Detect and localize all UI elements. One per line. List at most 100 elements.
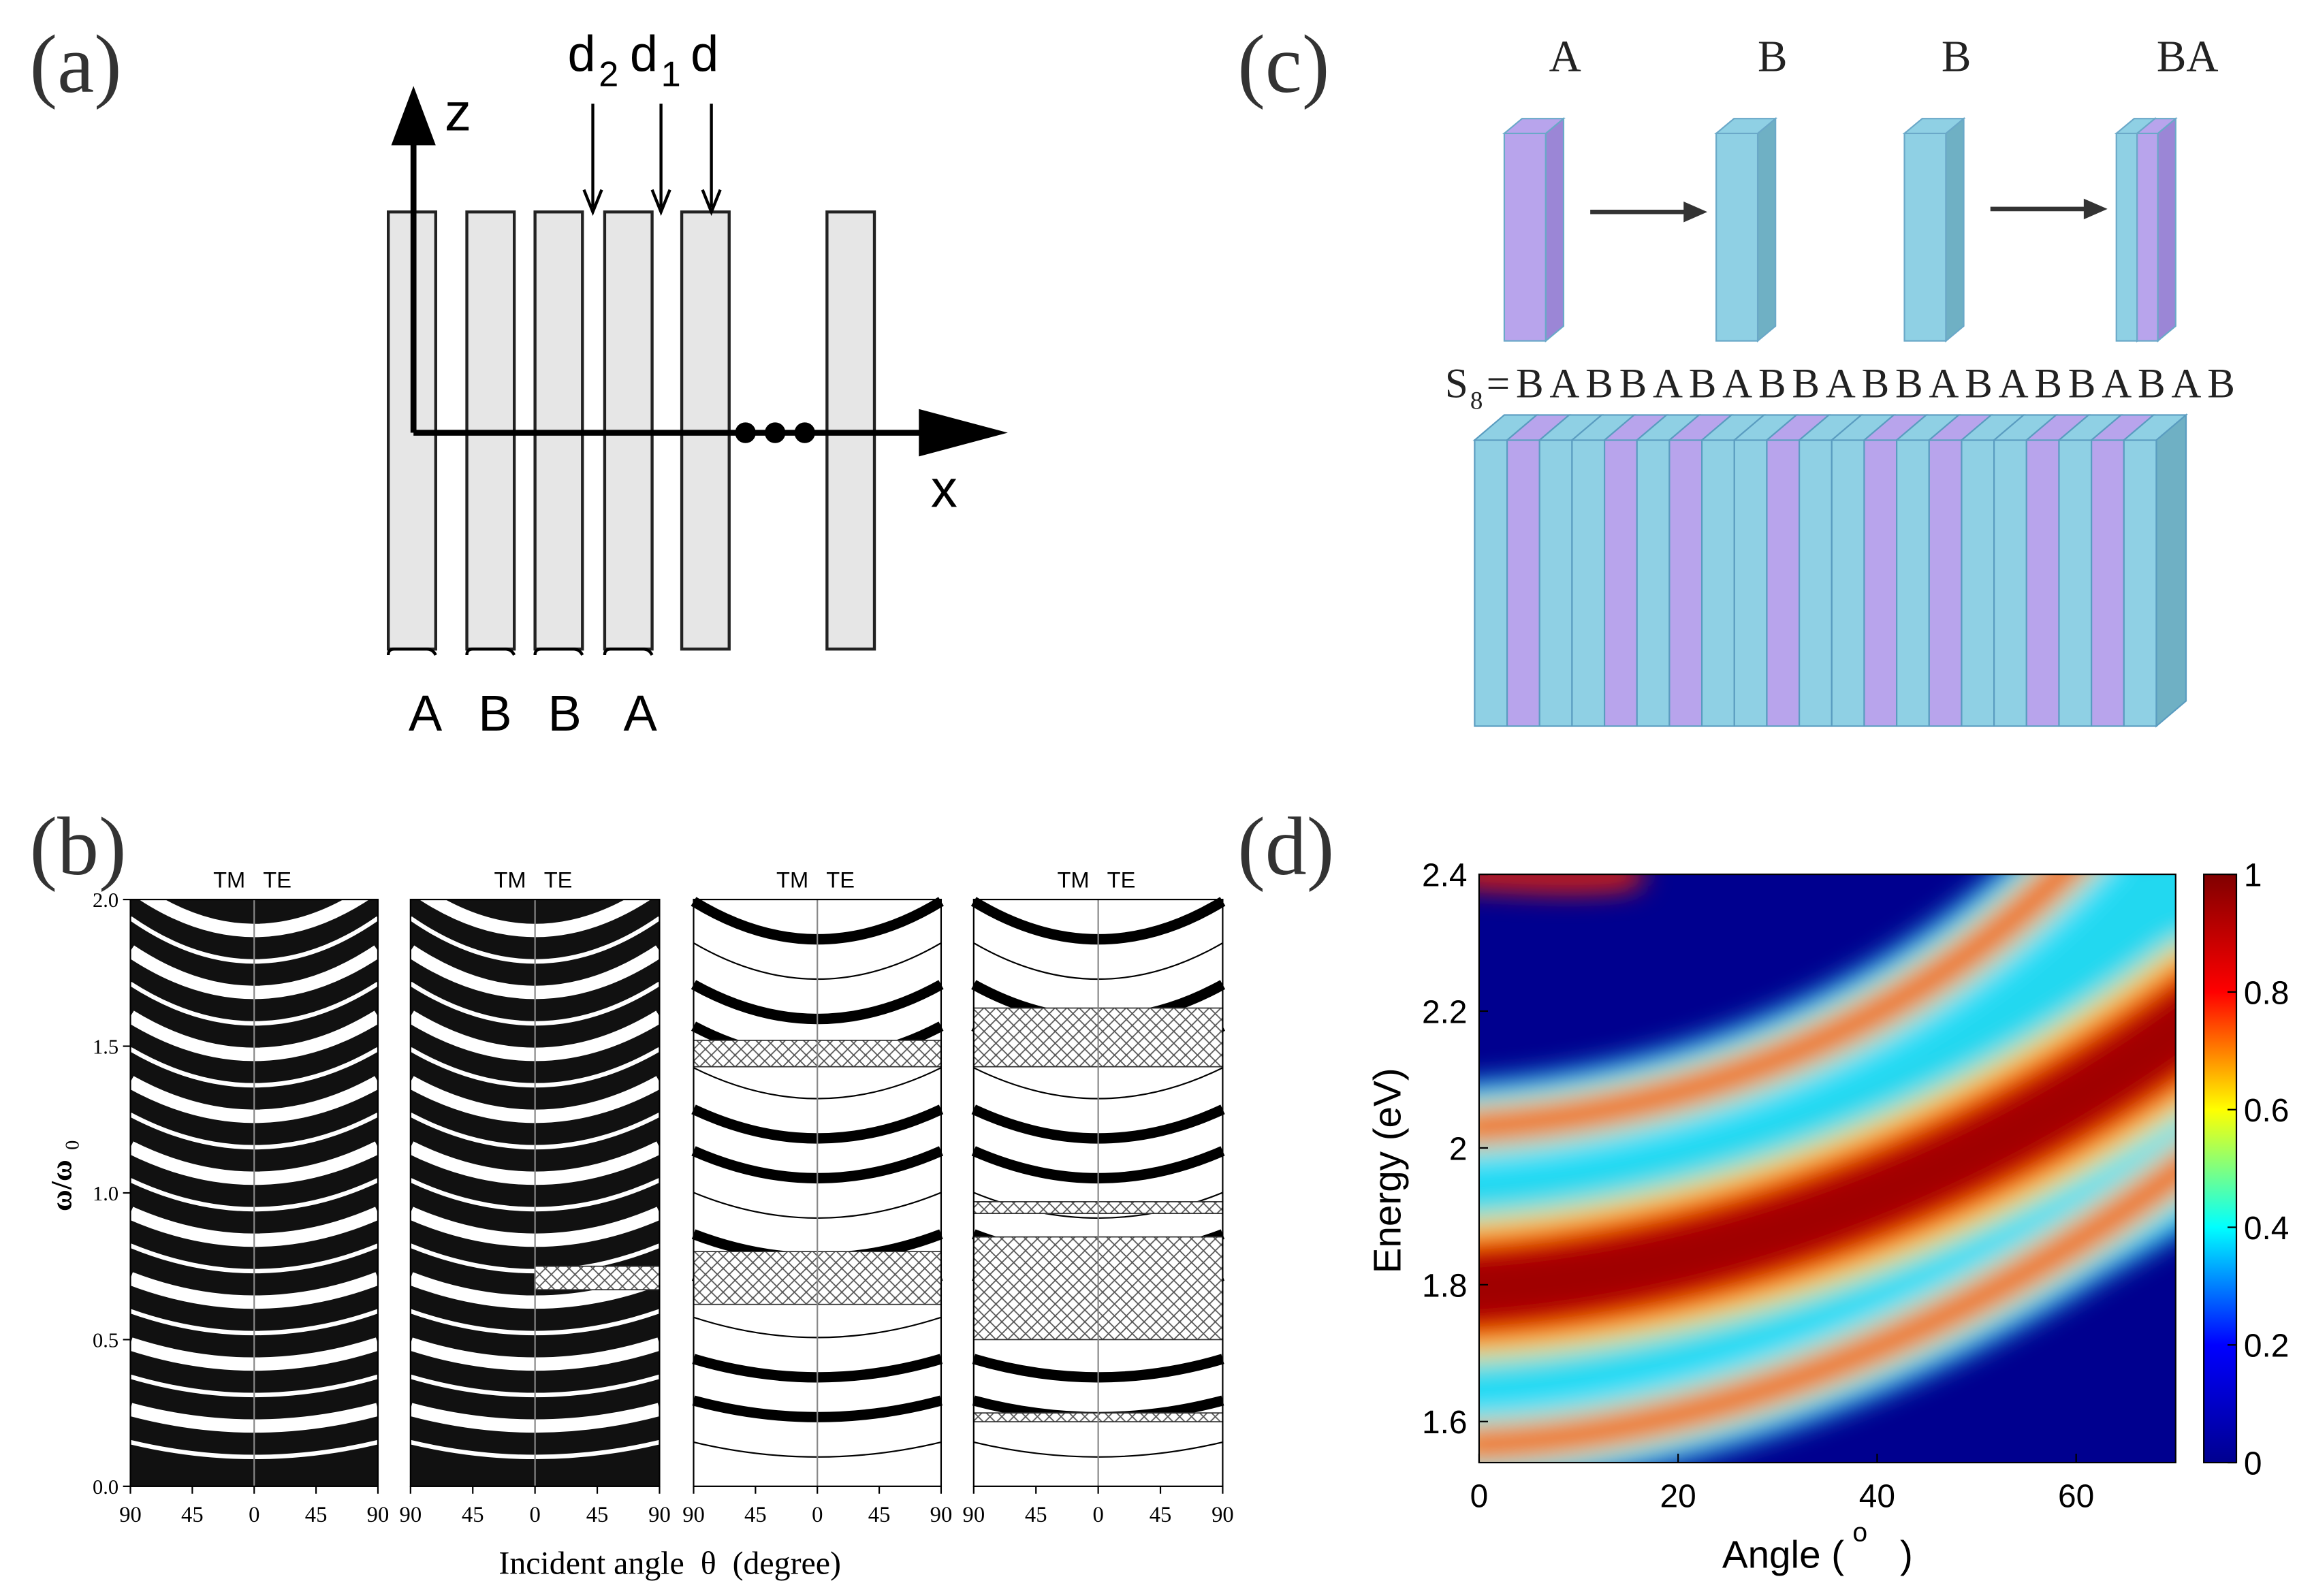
x-tick-label: 45 (868, 1503, 891, 1527)
y-tick-label: 0.0 (93, 1475, 118, 1499)
x-tick-label: 45 (586, 1503, 609, 1527)
stack-slab (1928, 439, 1963, 727)
polarization-label: TE (263, 867, 291, 893)
x-axis-label-sup: o (1852, 1518, 1867, 1547)
block-label: B (1942, 33, 1971, 82)
stack-slab (1474, 439, 1508, 727)
x-tick-label: 45 (1150, 1503, 1172, 1527)
polarization-label: TM (776, 867, 808, 893)
stack-slab (1799, 439, 1833, 727)
y-tick-label: 2.4 (1422, 857, 1468, 893)
stack-slab (1571, 439, 1606, 727)
x-axis-label: Incident angle θ (degree) (498, 1545, 841, 1581)
stack-slab (1961, 439, 1995, 727)
slab-b-top (1714, 118, 1778, 135)
slab-a-top (1502, 118, 1566, 135)
stack-slab (1636, 439, 1670, 727)
colorbar (2203, 873, 2238, 1464)
colorbar-tick-label: 0.6 (2244, 1093, 2290, 1129)
x-tick-label: 45 (462, 1503, 484, 1527)
y-tick-label: 1.0 (93, 1182, 118, 1205)
stack-slab (1993, 439, 2027, 727)
band-panel (126, 880, 382, 1487)
x-tick-label: 90 (648, 1503, 671, 1527)
x-tick-label: 60 (2058, 1478, 2094, 1514)
polarization-label: TE (826, 867, 855, 893)
x-tick-label: 40 (1859, 1478, 1895, 1514)
slab-a (2136, 132, 2159, 342)
colorbar-tick-label: 0 (2244, 1446, 2262, 1482)
x-tick-label: 90 (963, 1503, 985, 1527)
arrow-head (391, 86, 436, 146)
x-axis-label: ) (1900, 1533, 1913, 1576)
x-tick-label: 90 (119, 1503, 142, 1527)
block-label: BA (2157, 33, 2219, 82)
heatmap (1478, 874, 2176, 1463)
layer-label: A (623, 685, 657, 741)
stack-slab (1603, 439, 1638, 727)
slab-a-side (1545, 116, 1565, 342)
y-axis-label: ω/ω (45, 1160, 78, 1211)
arrow-label-sub: 2 (599, 54, 618, 94)
panel-label: (b) (30, 801, 127, 893)
x-tick-label: 90 (682, 1503, 705, 1527)
stack-slab (2091, 439, 2125, 727)
stack-slab (2123, 439, 2157, 727)
axis-label: x (931, 458, 957, 518)
x-tick-label: 0 (529, 1503, 540, 1527)
plot-frame (1478, 873, 2176, 1464)
polarization-label: TE (544, 867, 573, 893)
diagram-c: A B B BA S 8 =BABBABABBABBABABBABAB (1445, 33, 2235, 728)
polarization-label: TE (1107, 867, 1136, 893)
y-axis-label-sub: 0 (62, 1140, 83, 1150)
x-tick-label: 90 (400, 1503, 422, 1527)
y-tick-label: 0.5 (93, 1328, 118, 1352)
slab-b-side (1945, 116, 1965, 342)
band-panel (970, 897, 1226, 1487)
stack-slab (1701, 439, 1735, 727)
x-tick-label: 0 (1092, 1503, 1103, 1527)
band-panel (691, 897, 944, 1487)
x-tick-label: 0 (1470, 1478, 1489, 1514)
y-tick-label: 2.2 (1422, 994, 1468, 1030)
x-tick-label: 90 (1212, 1503, 1234, 1527)
colorbar-tick-label: 1 (2244, 857, 2262, 893)
slab-a-side (2157, 116, 2176, 342)
stack-slab (2058, 439, 2093, 727)
band-panel (407, 880, 664, 1487)
x-tick-label: 0 (812, 1503, 823, 1527)
polarization-label: TM (213, 867, 245, 893)
stack-slab (1733, 439, 1768, 727)
arrow-label: d (568, 26, 596, 82)
colorbar-tick-label: 0.2 (2244, 1328, 2290, 1364)
arrow-head (919, 409, 1008, 457)
x-tick-label: 20 (1660, 1478, 1696, 1514)
block-label: B (1758, 33, 1788, 82)
stack-side (2155, 413, 2187, 728)
y-tick-label: 2.0 (93, 889, 118, 912)
stack-slab (1831, 439, 1865, 727)
arrow-label: d (691, 26, 718, 82)
slab-b (2115, 132, 2138, 342)
stack-slab (2025, 439, 2060, 727)
stack-slab (1863, 439, 1898, 727)
slab-b-side (1756, 116, 1777, 342)
dot (735, 422, 756, 443)
x-tick-label: 45 (744, 1503, 767, 1527)
sequence-sub: 8 (1470, 387, 1483, 415)
slab-a-top (2135, 118, 2178, 135)
y-axis-label: Energy (eV) (1366, 1068, 1409, 1273)
panel-label: (c) (1237, 18, 1329, 110)
diagram-a: z x d 2 d 1 d A B B A (387, 26, 1008, 741)
panel-label: (a) (30, 18, 122, 110)
y-tick-label: 1.8 (1422, 1268, 1468, 1304)
dot (794, 422, 815, 443)
arrow-label-sub: 1 (661, 54, 681, 94)
stack-slab (1896, 439, 1930, 727)
slab-b (1903, 132, 1947, 342)
layer-label: B (478, 685, 511, 741)
stack-slab (1668, 439, 1703, 727)
stack-slab (1766, 439, 1801, 727)
x-tick-label: 45 (305, 1503, 328, 1527)
